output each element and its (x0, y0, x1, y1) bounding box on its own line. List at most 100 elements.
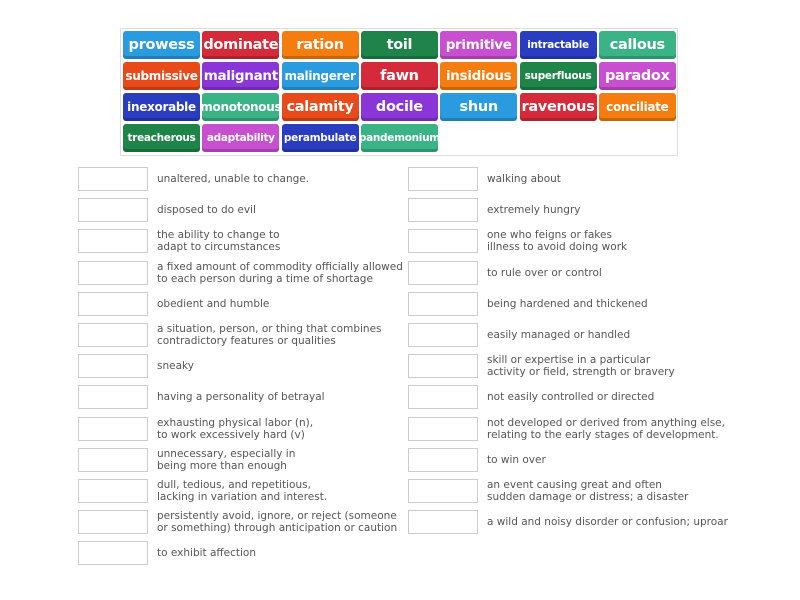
definition-text: exhausting physical labor (n), to work e… (157, 416, 314, 441)
drop-target-box[interactable] (408, 510, 478, 535)
match-row: unnecessary, especially in being more th… (78, 447, 296, 472)
match-row: disposed to do evil (78, 198, 256, 223)
word-tile-ravenous[interactable]: ravenous (519, 93, 597, 121)
match-row: extremely hungry (408, 198, 581, 223)
match-row: to exhibit affection (78, 541, 256, 566)
drop-target-box[interactable] (408, 416, 478, 441)
drop-target-box[interactable] (78, 447, 148, 472)
drop-target-box[interactable] (78, 260, 148, 285)
drop-target-box[interactable] (408, 323, 478, 347)
drop-target-box[interactable] (78, 479, 148, 503)
word-tile-conciliate[interactable]: conciliate (598, 93, 676, 121)
drop-target-box[interactable] (78, 354, 148, 379)
match-row: sneaky (78, 354, 194, 379)
match-row: dull, tedious, and repetitious, lacking … (78, 479, 327, 503)
match-row: to win over (408, 447, 546, 472)
drop-target-box[interactable] (408, 260, 478, 285)
word-tile-shun[interactable]: shun (440, 93, 518, 121)
match-row: persistently avoid, ignore, or reject (s… (78, 510, 398, 535)
definition-text: a fixed amount of commodity officially a… (157, 260, 403, 285)
definition-text: the ability to change to adapt to circum… (157, 229, 281, 254)
drop-target-box[interactable] (408, 167, 478, 191)
drop-target-box[interactable] (78, 291, 148, 316)
match-row: a wild and noisy disorder or confusion; … (408, 510, 728, 535)
word-tile-ration[interactable]: ration (281, 31, 359, 59)
word-tile-malingerer[interactable]: malingerer (281, 62, 359, 90)
drop-target-box[interactable] (78, 323, 148, 347)
definition-text: sneaky (157, 360, 194, 373)
word-tile-primitive[interactable]: primitive (440, 31, 518, 59)
definition-text: skill or expertise in a particular activ… (487, 354, 675, 379)
word-tile-toil[interactable]: toil (360, 31, 438, 59)
match-row: not easily controlled or directed (408, 385, 655, 410)
drop-target-box[interactable] (408, 479, 478, 503)
definition-text: unnecessary, especially in being more th… (157, 447, 296, 472)
word-tile-calamity[interactable]: calamity (281, 93, 359, 121)
definition-text: disposed to do evil (157, 204, 256, 217)
drop-target-box[interactable] (78, 385, 148, 410)
definition-text: walking about (487, 173, 561, 185)
word-tile-submissive[interactable]: submissive (123, 62, 200, 90)
word-tile-monotonous[interactable]: monotonous (200, 93, 282, 121)
word-tile-fawn[interactable]: fawn (360, 62, 438, 90)
match-row: unaltered, unable to change. (78, 167, 309, 191)
word-tile-prowess[interactable]: prowess (123, 31, 200, 59)
match-row: one who feigns or fakes illness to avoid… (408, 229, 628, 254)
match-row: a fixed amount of commodity officially a… (78, 260, 403, 285)
definition-text: obedient and humble (157, 297, 270, 310)
match-row: easily managed or handled (408, 323, 630, 347)
word-tile-inexorable[interactable]: inexorable (123, 93, 200, 121)
drop-target-box[interactable] (78, 416, 148, 441)
drop-target-box[interactable] (408, 447, 478, 472)
word-tile-treacherous[interactable]: treacherous (123, 124, 200, 152)
word-tile-dominate[interactable]: dominate (202, 31, 280, 59)
definition-text: not easily controlled or directed (487, 391, 655, 404)
match-row: the ability to change to adapt to circum… (78, 229, 281, 254)
word-bank: prowess dominate ration toil primitive intrac… (120, 28, 678, 156)
definition-text: extremely hungry (487, 204, 581, 217)
definition-text: dull, tedious, and repetitious, lacking … (157, 479, 328, 503)
match-row: a situation, person, or thing that combi… (78, 323, 382, 347)
definition-text: to rule over or control (487, 266, 602, 279)
match-row: having a personality of betrayal (78, 385, 325, 410)
drop-target-box[interactable] (78, 541, 148, 566)
definition-text: an event causing great and often sudden … (487, 479, 689, 503)
drop-target-box[interactable] (408, 229, 478, 254)
word-tile-perambulate[interactable]: perambulate (281, 124, 359, 152)
definition-text: easily managed or handled (487, 329, 631, 341)
word-tile-adaptability[interactable]: adaptability (202, 124, 280, 152)
word-tile-superfluous[interactable]: superfluous (519, 62, 597, 90)
drop-target-box[interactable] (78, 229, 148, 254)
word-tile-intractable[interactable]: intractable (519, 31, 597, 59)
match-row: to rule over or control (408, 260, 602, 285)
word-tile-insidious[interactable]: insidious (440, 62, 518, 90)
definition-text: a situation, person, or thing that combi… (157, 323, 382, 347)
drop-target-box[interactable] (408, 385, 478, 410)
word-tile-pandemonium[interactable]: pandemonium (359, 124, 440, 152)
word-tile-malignant[interactable]: malignant (202, 62, 280, 90)
word-tile-paradox[interactable]: paradox (598, 62, 676, 90)
definition-text: to exhibit affection (157, 547, 256, 560)
match-row: exhausting physical labor (n), to work e… (78, 416, 314, 441)
match-row: not developed or derived from anything e… (408, 416, 725, 441)
definition-text: not developed or derived from anything e… (487, 416, 725, 441)
match-row: walking about (408, 167, 561, 191)
drop-target-box[interactable] (408, 291, 478, 316)
definition-text: persistently avoid, ignore, or reject (s… (157, 510, 398, 535)
match-row: being hardened and thickened (408, 291, 648, 316)
drop-target-box[interactable] (78, 198, 148, 223)
word-tile-docile[interactable]: docile (360, 93, 438, 121)
definition-text: being hardened and thickened (487, 297, 648, 310)
match-row: an event causing great and often sudden … (408, 479, 688, 503)
definition-text: one who feigns or fakes illness to avoid… (487, 229, 628, 254)
definition-text: having a personality of betrayal (157, 391, 325, 404)
drop-target-box[interactable] (408, 354, 478, 379)
match-row: skill or expertise in a particular activ… (408, 354, 675, 379)
drop-target-box[interactable] (78, 510, 148, 535)
match-row: obedient and humble (78, 291, 270, 316)
drop-target-box[interactable] (408, 198, 478, 223)
definition-text: unaltered, unable to change. (157, 173, 310, 185)
definition-text: a wild and noisy disorder or confusion; … (487, 516, 728, 529)
word-tile-callous[interactable]: callous (598, 31, 676, 59)
drop-target-box[interactable] (78, 167, 148, 191)
